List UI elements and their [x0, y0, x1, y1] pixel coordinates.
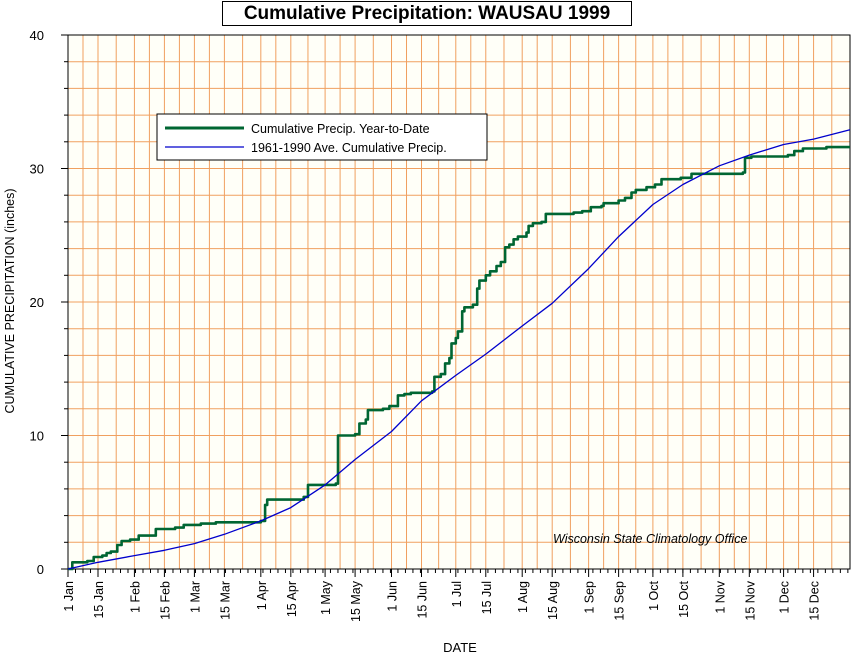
- legend-box: [156, 113, 488, 161]
- x-tick-label: 15 Sep: [613, 581, 627, 621]
- x-tick-label: 1 Nov: [713, 580, 727, 613]
- x-tick-label: 15 Jun: [416, 581, 430, 619]
- y-tick-label: 20: [30, 295, 44, 310]
- x-axis-ticks: 1 Jan 15 Jan 1 Feb 15 Feb 1 Mar 15 Mar 1 Apr 15…: [62, 569, 849, 622]
- x-tick-label: 1 May: [319, 580, 333, 615]
- x-tick-label: 15 Oct: [677, 580, 691, 617]
- x-tick-label: 15 Mar: [218, 581, 232, 620]
- x-tick-label: 1 Jan: [62, 581, 76, 612]
- x-tick-label: 1 Sep: [583, 581, 597, 614]
- x-tick-label: 15 Apr: [285, 581, 299, 617]
- y-tick-label: 10: [30, 429, 44, 444]
- x-tick-label: 1 Oct: [647, 580, 661, 610]
- x-axis-title: DATE: [443, 640, 477, 655]
- series-layer: [67, 129, 851, 571]
- x-tick-label: 15 Jan: [92, 581, 106, 619]
- y-tick-label: 30: [30, 162, 44, 177]
- x-tick-label: 15 Aug: [546, 581, 560, 620]
- x-tick-label: 1 Mar: [188, 581, 202, 613]
- y-axis-ticks: 0 10 20 30 40: [30, 28, 68, 577]
- x-tick-label: 15 Feb: [158, 581, 172, 620]
- legend-label-year-to-date: Cumulative Precip. Year-to-Date: [251, 122, 430, 136]
- legend: Cumulative Precip. Year-to-Date 1961-199…: [156, 113, 488, 161]
- x-tick-label: 1 Apr: [255, 581, 269, 610]
- legend-label-normal: 1961-1990 Ave. Cumulative Precip.: [251, 141, 447, 155]
- series-line-0: [68, 145, 850, 571]
- x-tick-label: 1 Jul: [450, 581, 464, 607]
- x-tick-label: 15 Jul: [480, 581, 494, 614]
- source-annotation: Wisconsin State Climatology Office: [553, 532, 747, 546]
- x-tick-label: 15 Nov: [743, 580, 757, 620]
- series-line-1: [67, 129, 851, 570]
- y-tick-label: 40: [30, 28, 44, 43]
- y-axis-title: CUMULATIVE PRECIPITATION (inches): [3, 188, 17, 413]
- x-tick-label: 15 May: [349, 580, 363, 622]
- x-tick-label: 1 Dec: [778, 581, 792, 614]
- x-tick-label: 1 Feb: [128, 581, 142, 613]
- x-tick-label: 15 Dec: [808, 581, 822, 621]
- vertical-gridlines: [82, 35, 833, 569]
- chart-title: Cumulative Precipitation: WAUSAU 1999: [222, 1, 632, 26]
- y-tick-label: 0: [37, 562, 44, 577]
- x-tick-label: 1 Aug: [516, 581, 530, 613]
- x-tick-label: 1 Jun: [386, 581, 400, 612]
